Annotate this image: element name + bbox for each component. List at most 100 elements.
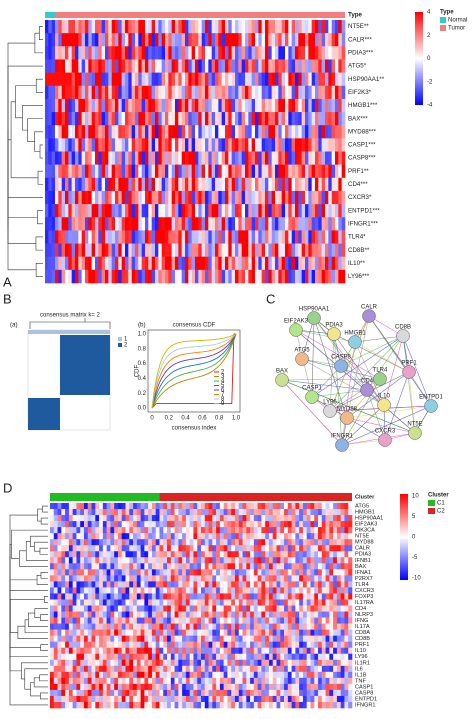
heatmap-cell	[219, 659, 224, 667]
heatmap-cell	[91, 647, 96, 655]
heatmap-cell	[188, 217, 192, 231]
heatmap-cell	[336, 509, 341, 516]
heatmap-cell	[336, 557, 341, 564]
heatmap-cell	[272, 551, 277, 558]
heatmap-cell	[305, 72, 309, 87]
node-label: ENTPD1	[419, 395, 443, 401]
heatmap-cell	[167, 605, 172, 612]
heatmap-cell	[87, 563, 92, 570]
heatmap-cell	[301, 269, 306, 284]
heatmap-cell	[265, 98, 269, 113]
heatmap-cell	[189, 503, 194, 510]
heatmap-cell	[91, 593, 96, 600]
heatmap-cell	[225, 164, 229, 179]
heatmap-cell	[340, 683, 345, 691]
network-edge	[295, 329, 356, 343]
heatmap-cell	[114, 521, 119, 528]
heatmap-cell	[328, 164, 332, 179]
heatmap-cell	[185, 515, 190, 522]
heatmap-cell	[80, 671, 85, 679]
heatmap-cell	[138, 217, 142, 231]
heatmap-cell	[235, 243, 239, 257]
heatmap-cell	[178, 85, 182, 100]
heatmap-cell	[148, 256, 152, 271]
heatmap-cell	[65, 611, 70, 618]
heatmap-cell	[348, 503, 353, 510]
heatmap-cell	[291, 575, 296, 582]
heatmap-cell	[106, 557, 111, 564]
dendrogram-branch	[39, 547, 48, 555]
heatmap-cell	[288, 46, 292, 60]
heatmap-cell	[68, 647, 73, 655]
heatmap-cell	[189, 617, 194, 624]
heatmap-cell	[285, 85, 289, 100]
heatmap-cell	[291, 641, 296, 649]
heatmap-cell	[121, 617, 126, 624]
heatmap-cell	[133, 611, 138, 618]
heatmap-cell	[99, 635, 104, 642]
heatmap-cell	[306, 599, 311, 606]
heatmap-cell	[125, 230, 129, 244]
heatmap-cell	[318, 599, 323, 606]
y-tick-label: 0.2	[138, 391, 147, 397]
heatmap-cell	[108, 269, 112, 284]
heatmap-cell	[215, 138, 219, 152]
heatmap-cell	[201, 671, 206, 679]
heatmap-cell	[155, 677, 160, 685]
heatmap-cell	[238, 509, 243, 516]
heatmap-cell	[106, 545, 111, 552]
heatmap-cell	[136, 659, 141, 667]
heatmap-cell	[298, 269, 302, 284]
heatmap-cell	[216, 527, 221, 534]
heatmap-cell	[328, 217, 332, 231]
heatmap-cell	[125, 575, 130, 582]
heatmap-cell	[223, 581, 228, 588]
heatmap-cell	[310, 605, 315, 612]
heatmap-cell	[287, 539, 292, 546]
heatmap-cell	[53, 665, 58, 673]
heatmap-cell	[163, 509, 168, 516]
heatmap-cell	[125, 563, 130, 570]
heatmap-cell	[108, 20, 112, 34]
matrix-dendrogram	[29, 318, 111, 329]
heatmap-cell	[253, 641, 258, 649]
heatmap-cell	[284, 605, 289, 612]
heatmap-cell	[55, 269, 59, 284]
heatmap-cell	[348, 671, 353, 679]
gene-label: EIF2K3*	[348, 89, 372, 96]
heatmap-cell	[98, 177, 102, 192]
heatmap-cell	[65, 665, 70, 673]
heatmap-cell	[178, 503, 183, 510]
heatmap-cell	[295, 671, 300, 679]
heatmap-cell	[310, 593, 315, 600]
heatmap-cell	[246, 611, 251, 618]
heatmap-cell	[175, 46, 179, 60]
heatmap-cell	[129, 653, 134, 661]
heatmap-cell	[128, 243, 132, 257]
heatmap-cell	[129, 605, 134, 612]
heatmap-cell	[291, 98, 296, 113]
heatmap-cell	[255, 85, 259, 100]
heatmap-cell	[250, 581, 255, 588]
heatmap-cell	[331, 85, 336, 100]
heatmap-cell	[223, 509, 228, 516]
heatmap-cell	[161, 46, 166, 60]
heatmap-cell	[329, 551, 334, 558]
heatmap-cell	[151, 569, 156, 576]
heatmap-cell	[163, 653, 168, 661]
heatmap-cell	[95, 617, 100, 624]
heatmap-cell	[58, 204, 62, 218]
heatmap-cell	[321, 204, 326, 218]
heatmap-cell	[88, 72, 92, 87]
gene-label: IL1B	[355, 672, 367, 678]
heatmap-cell	[111, 217, 116, 231]
heatmap-cell	[205, 151, 209, 165]
heatmap-cell	[170, 611, 175, 618]
node-label: NT5E	[407, 422, 422, 428]
heatmap-cell	[298, 98, 302, 113]
heatmap-cell	[225, 256, 229, 271]
heatmap-cell	[189, 605, 194, 612]
heatmap-cell	[68, 515, 73, 522]
heatmap-cell	[106, 527, 111, 534]
heatmap-cell	[221, 190, 226, 205]
